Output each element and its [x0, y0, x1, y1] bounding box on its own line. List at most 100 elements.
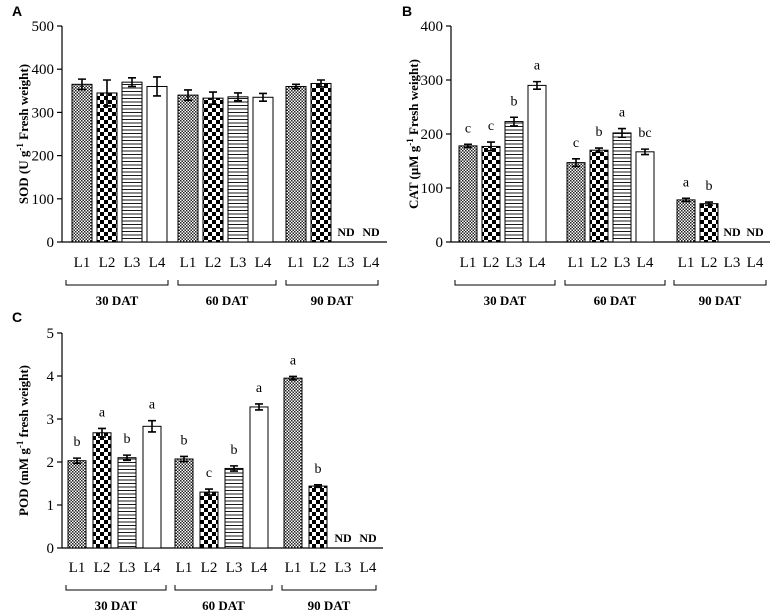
error-bar	[618, 127, 626, 139]
bar-l1	[71, 83, 93, 243]
group-label: 60 DAT	[206, 293, 249, 308]
x-tick-label: L1	[180, 255, 197, 271]
y-tick-label: 200	[421, 127, 444, 143]
x-tick-label: L3	[230, 255, 247, 271]
x-tick-label: L1	[176, 560, 193, 576]
x-tick-label: L3	[614, 255, 631, 271]
significance-letter: a	[619, 106, 626, 121]
x-tick-label: L3	[506, 255, 523, 271]
error-bar	[180, 455, 188, 463]
bar-l4	[635, 151, 655, 243]
group-bracket	[285, 280, 379, 286]
significance-letter: b	[511, 94, 518, 109]
group-bracket	[65, 280, 169, 286]
x-tick-label: L1	[69, 560, 86, 576]
x-tick-label: L4	[144, 560, 161, 576]
y-tick-label: 0	[436, 235, 444, 251]
nd-label: ND	[334, 531, 352, 545]
significance-letter: b	[74, 435, 81, 450]
group-label: 30 DAT	[96, 293, 139, 308]
x-tick-label: L1	[678, 255, 695, 271]
x-tick-label: L1	[288, 255, 305, 271]
x-tick-label: L2	[99, 255, 116, 271]
x-tick-label: L4	[747, 255, 764, 271]
nd-label: ND	[746, 225, 764, 239]
significance-letter: bc	[638, 126, 651, 141]
bar-l1	[566, 162, 586, 243]
x-tick-label: L2	[591, 255, 608, 271]
error-bar	[128, 77, 136, 88]
significance-letter: a	[683, 175, 690, 190]
significance-letter: a	[256, 381, 263, 396]
y-tick-label: 500	[32, 19, 55, 35]
group-label: 30 DAT	[95, 598, 138, 613]
bar-l1	[285, 85, 307, 243]
significance-letter: a	[290, 353, 297, 368]
y-tick-label: 5	[47, 326, 55, 342]
error-bar	[153, 76, 161, 97]
nd-label: ND	[723, 225, 741, 239]
y-tick-label: 0	[47, 235, 55, 251]
significance-letter: c	[206, 466, 212, 481]
group-label: 90 DAT	[311, 293, 354, 308]
x-tick-label: L2	[313, 255, 330, 271]
bar-l1	[174, 458, 194, 549]
group-label: 60 DAT	[202, 598, 245, 613]
error-bar	[314, 483, 322, 489]
x-tick-label: L3	[119, 560, 136, 576]
bar-l1	[177, 94, 199, 243]
bar-l2	[92, 432, 112, 549]
error-bar	[234, 92, 242, 102]
chart-panel-b: B CAT (μM g-1 Fresh weight) 0 100 200 300 400 L…	[402, 3, 770, 308]
bar-l4	[527, 84, 547, 243]
bar-l4	[249, 406, 269, 549]
x-tick-label: L1	[460, 255, 477, 271]
x-tick-label: L1	[568, 255, 585, 271]
error-bar	[595, 147, 603, 154]
group-bracket	[174, 585, 273, 591]
error-bar	[73, 457, 81, 465]
group-label: 90 DAT	[308, 598, 351, 613]
group-bracket	[564, 280, 666, 286]
error-bar	[103, 79, 111, 107]
nd-label: ND	[337, 225, 355, 239]
bar-l4	[146, 85, 168, 243]
error-bar	[641, 148, 649, 156]
bar-l1	[458, 145, 478, 243]
x-tick-label: L1	[74, 255, 91, 271]
bar-l2	[589, 149, 609, 243]
y-tick-label: 100	[421, 181, 444, 197]
error-bar	[98, 427, 106, 438]
group-bracket	[281, 585, 377, 591]
error-bar	[230, 465, 238, 472]
bar-l2	[199, 491, 219, 549]
group-bracket	[65, 585, 167, 591]
significance-letter: c	[465, 121, 471, 136]
bar-l2	[202, 97, 224, 243]
bar-l3	[227, 96, 249, 243]
error-bar	[78, 78, 86, 91]
y-tick-label: 3	[47, 412, 55, 428]
significance-letter: b	[596, 125, 603, 140]
bar-l4	[252, 96, 274, 243]
significance-letter: b	[706, 179, 713, 194]
x-tick-label: L4	[149, 255, 166, 271]
x-tick-label: L3	[124, 255, 141, 271]
x-tick-label: L2	[310, 560, 327, 576]
y-tick-label: 1	[47, 498, 55, 514]
y-tick-label: 100	[32, 192, 55, 208]
significance-letter: b	[124, 432, 131, 447]
x-tick-label: L4	[529, 255, 546, 271]
error-bar	[464, 143, 472, 149]
group-label: 60 DAT	[594, 293, 637, 308]
bar-l3	[121, 81, 143, 243]
error-bar	[510, 116, 518, 127]
bar-l1	[67, 460, 87, 549]
significance-letter: b	[231, 443, 238, 458]
bar-l3	[612, 132, 632, 243]
error-bar	[259, 92, 267, 102]
bar-l1	[676, 199, 696, 243]
x-tick-label: L1	[285, 560, 302, 576]
x-tick-label: L4	[251, 560, 268, 576]
error-bar	[705, 201, 713, 207]
